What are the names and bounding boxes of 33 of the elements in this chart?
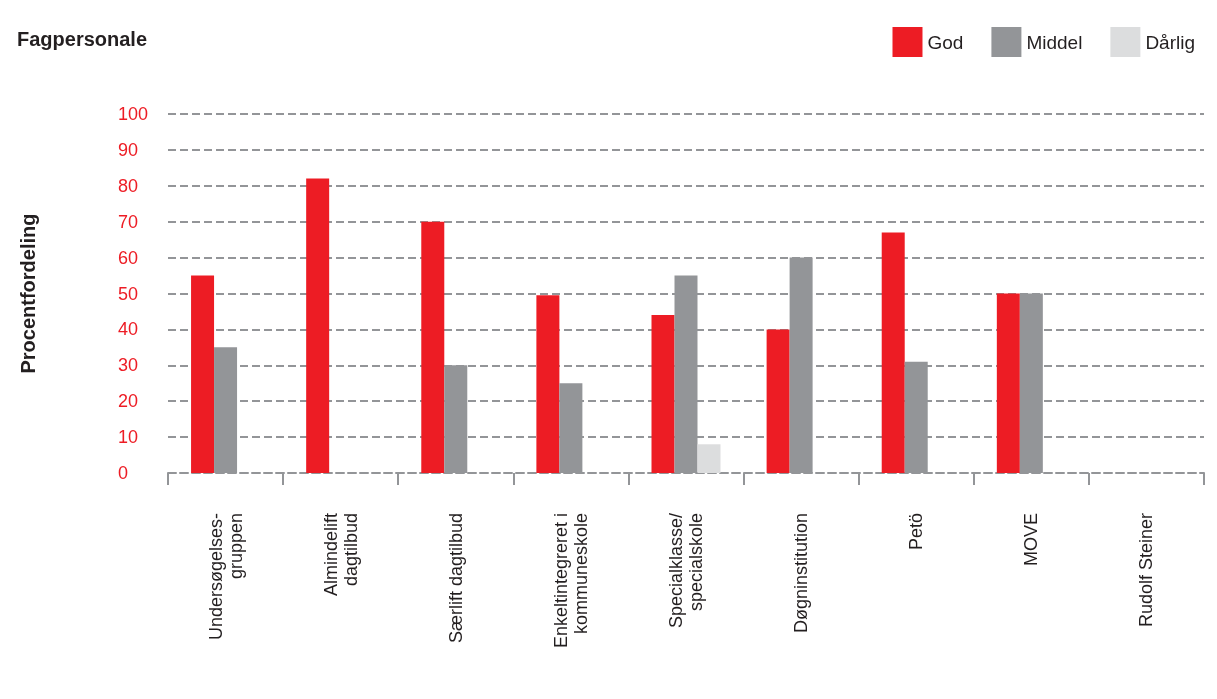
x-tick-label: Enkeltintegreret i kommuneskole <box>550 513 591 649</box>
legend-label: Middel <box>1026 31 1083 53</box>
y-tick-label: 100 <box>118 104 149 124</box>
x-tick-label: Undersøgelses- gruppen <box>205 513 246 641</box>
y-tick-label: 0 <box>118 463 129 483</box>
y-tick-label: 90 <box>118 139 139 160</box>
chart-title: Fagpersonale <box>17 28 148 50</box>
y-tick-label: 20 <box>118 391 139 412</box>
x-tick-label: Almindelift dagtilbud <box>320 513 361 597</box>
bar <box>766 329 790 473</box>
bar <box>881 232 905 473</box>
x-tick-label: Petö <box>906 513 927 551</box>
legend-label: Dårlig <box>1145 31 1195 53</box>
bar <box>996 293 1020 473</box>
y-axis-title: Procentfordeling <box>17 213 39 374</box>
bar <box>421 221 445 473</box>
y-tick-label: 50 <box>118 283 139 304</box>
y-tick-label: 40 <box>118 319 139 340</box>
y-tick-label: 70 <box>118 211 139 232</box>
bar <box>306 178 330 473</box>
bar <box>651 315 675 473</box>
bar <box>191 275 215 473</box>
bar <box>697 444 721 473</box>
y-tick-label: 30 <box>118 355 139 376</box>
y-tick-label: 60 <box>118 247 139 268</box>
legend-label: God <box>927 31 964 53</box>
x-tick-label: Særlift dagtilbud <box>445 513 466 644</box>
x-tick-label: MOVE <box>1021 513 1042 567</box>
x-tick-label: Rudolf Steiner <box>1136 513 1157 628</box>
y-tick-label: 10 <box>118 427 139 448</box>
bar <box>536 295 560 473</box>
x-tick-label: Døgninstitution <box>791 513 812 634</box>
y-tick-label: 80 <box>118 175 139 196</box>
